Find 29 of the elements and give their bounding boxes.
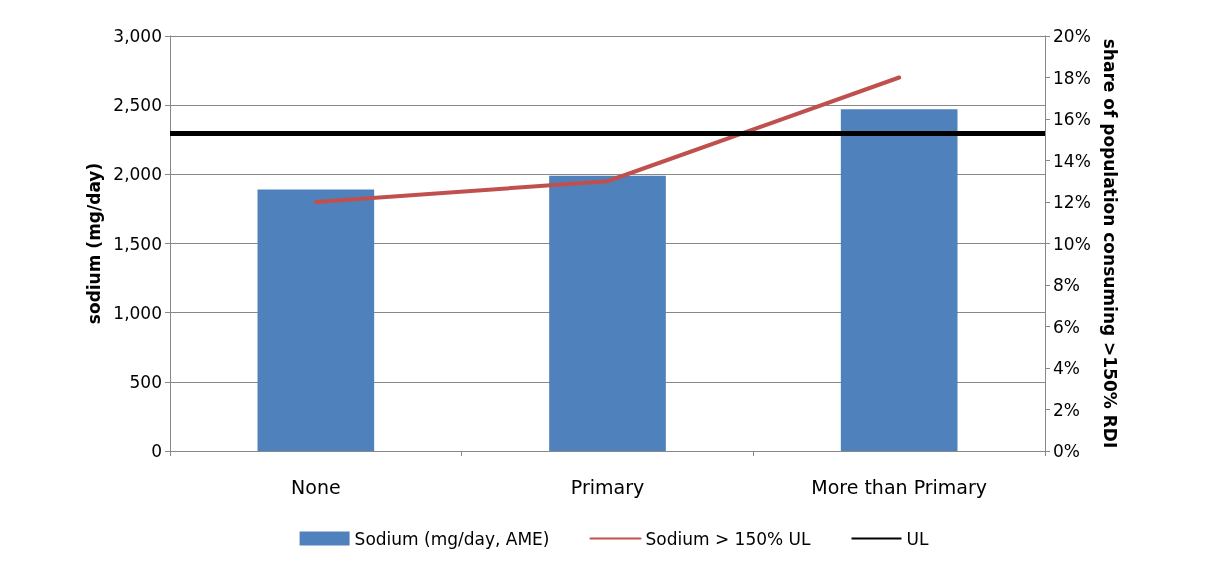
bar: [257, 189, 375, 451]
y2-tick-label: 0%: [1053, 441, 1080, 461]
y2-axis-title: share of population consuming >150% RDI: [1100, 38, 1121, 449]
y2-tick-label: 20%: [1053, 26, 1091, 46]
y2-tick-label: 16%: [1053, 109, 1091, 129]
bar: [840, 109, 958, 451]
x-tick-label: Primary: [570, 475, 645, 498]
y-axis-title: sodium (mg/day): [83, 162, 104, 325]
legend-label: Sodium > 150% UL: [645, 528, 812, 549]
y2-tick-label: 12%: [1053, 192, 1091, 212]
x-tick-label: None: [291, 475, 341, 498]
y-tick-label: 3,000: [113, 26, 162, 46]
y-tick-label: 2,500: [113, 95, 162, 116]
x-tick-label: More than Primary: [811, 475, 988, 498]
y-tick-label: 1,000: [113, 302, 162, 323]
y2-tick-label: 8%: [1053, 275, 1080, 295]
y2-tick-label: 18%: [1053, 67, 1091, 88]
y-tick-label: 2,000: [113, 164, 162, 185]
legend-label: Sodium (mg/day, AME): [354, 528, 550, 549]
legend-label: UL: [906, 528, 929, 549]
y2-tick-label: 4%: [1053, 358, 1080, 378]
y-tick-label: 1,500: [113, 233, 162, 254]
y2-tick-label: 14%: [1053, 150, 1091, 171]
bar: [549, 175, 666, 451]
y-tick-label: 500: [129, 371, 162, 392]
y-tick-label: 0: [151, 441, 162, 461]
y2-tick-label: 2%: [1053, 399, 1080, 420]
y2-tick-label: 6%: [1053, 316, 1080, 337]
y2-tick-label: 10%: [1053, 233, 1091, 254]
